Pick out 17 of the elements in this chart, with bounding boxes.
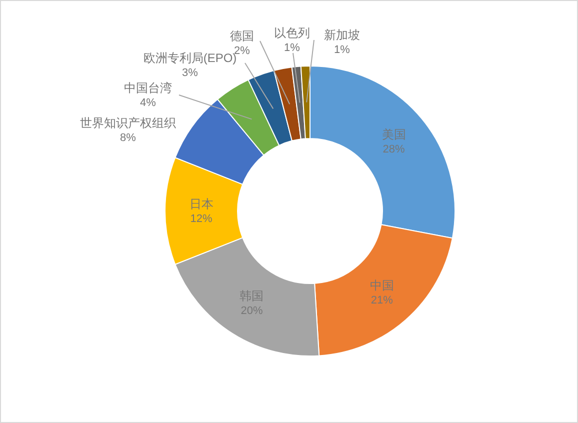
data-label: 8% (120, 132, 136, 144)
data-label: 1% (284, 42, 300, 54)
slice-label: 中国台湾 (124, 81, 172, 95)
slice-label: 以色列 (274, 26, 310, 40)
slice-label: 新加坡 (324, 28, 360, 42)
data-label: 21% (370, 294, 394, 307)
slice-label: 世界知识产权组织 (80, 116, 176, 130)
data-label: 28% (382, 144, 406, 156)
data-label: 2% (234, 45, 250, 57)
data-label: 3% (182, 67, 198, 79)
slice-label: 美国 (382, 128, 406, 142)
slice-label: 日本 (189, 197, 214, 211)
data-label: 1% (334, 44, 350, 56)
slice-label: 德国 (230, 29, 254, 43)
data-label: 12% (190, 213, 212, 225)
data-label: 4% (140, 97, 156, 109)
slice-label: 中国 (370, 278, 394, 293)
